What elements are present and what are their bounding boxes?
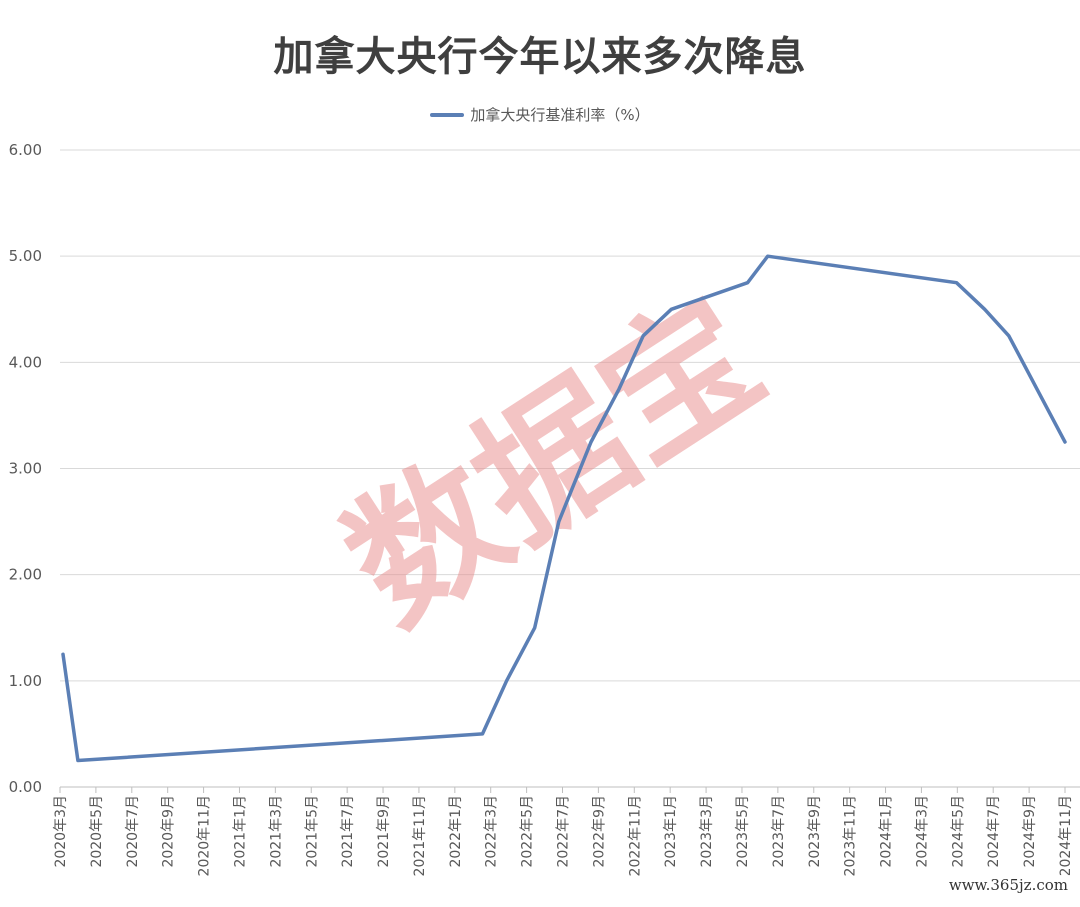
x-tick-label: 2020年7月	[125, 795, 141, 868]
x-tick-label: 2020年3月	[53, 795, 69, 868]
x-tick-label: 2021年7月	[340, 795, 356, 868]
legend-label: 加拿大央行基准利率（%）	[470, 106, 650, 124]
x-tick-label: 2024年1月	[879, 795, 895, 868]
x-tick-label: 2020年9月	[161, 795, 177, 868]
x-tick-label: 2023年7月	[771, 795, 787, 868]
gridlines	[60, 149, 1080, 788]
x-tick-label: 2020年11月	[197, 795, 213, 876]
x-tick-label: 2021年9月	[376, 795, 392, 868]
watermark: 数据宝	[318, 266, 790, 657]
x-tick-label: 2021年5月	[304, 795, 320, 868]
series-layer	[61, 254, 1067, 763]
x-axis-ticks: 2020年3月 2020年5月 2020年7月 2020年9月 2020年11月 2021…	[53, 787, 1074, 876]
y-tick-label: 1.00	[9, 672, 42, 690]
chart-title: 加拿大央行今年以来多次降息	[273, 34, 807, 80]
y-tick-label: 6.00	[9, 141, 42, 159]
x-tick-label: 2022年7月	[556, 795, 572, 868]
series-line	[61, 254, 1067, 763]
x-tick-label: 2022年9月	[591, 795, 607, 868]
x-tick-label: 2024年3月	[914, 795, 930, 868]
x-tick-label: 2024年9月	[1022, 795, 1038, 868]
x-tick-label: 2021年3月	[268, 795, 284, 868]
x-tick-label: 2021年1月	[232, 795, 248, 868]
x-tick-label: 2024年11月	[1058, 795, 1074, 876]
x-tick-label: 2021年11月	[412, 795, 428, 876]
x-tick-label: 2022年5月	[520, 795, 536, 868]
y-tick-label: 2.00	[9, 566, 42, 584]
x-tick-label: 2024年7月	[986, 795, 1002, 868]
x-tick-label: 2023年5月	[735, 795, 751, 868]
site-watermark: www.365jz.com	[944, 875, 1072, 895]
y-tick-label: 5.00	[9, 247, 42, 265]
legend: 加拿大央行基准利率（%）	[0, 104, 1080, 125]
y-tick-label: 0.00	[9, 778, 42, 796]
y-axis-ticks: 0.00 1.00 2.00 3.00 4.00 5.00 6.00	[9, 141, 42, 796]
y-tick-label: 4.00	[9, 353, 42, 371]
x-tick-label: 2024年5月	[950, 795, 966, 868]
legend-swatch	[430, 112, 465, 117]
x-tick-label: 2023年3月	[699, 795, 715, 868]
y-tick-label: 3.00	[9, 460, 42, 478]
watermark-text: 数据宝	[318, 266, 790, 657]
x-tick-label: 2022年11月	[627, 795, 643, 876]
x-tick-label: 2023年1月	[663, 795, 679, 868]
x-tick-label: 2020年5月	[89, 795, 105, 868]
x-tick-label: 2022年3月	[484, 795, 500, 868]
x-tick-label: 2023年11月	[843, 795, 859, 876]
x-tick-label: 2023年9月	[807, 795, 823, 868]
x-tick-label: 2022年1月	[448, 795, 464, 868]
